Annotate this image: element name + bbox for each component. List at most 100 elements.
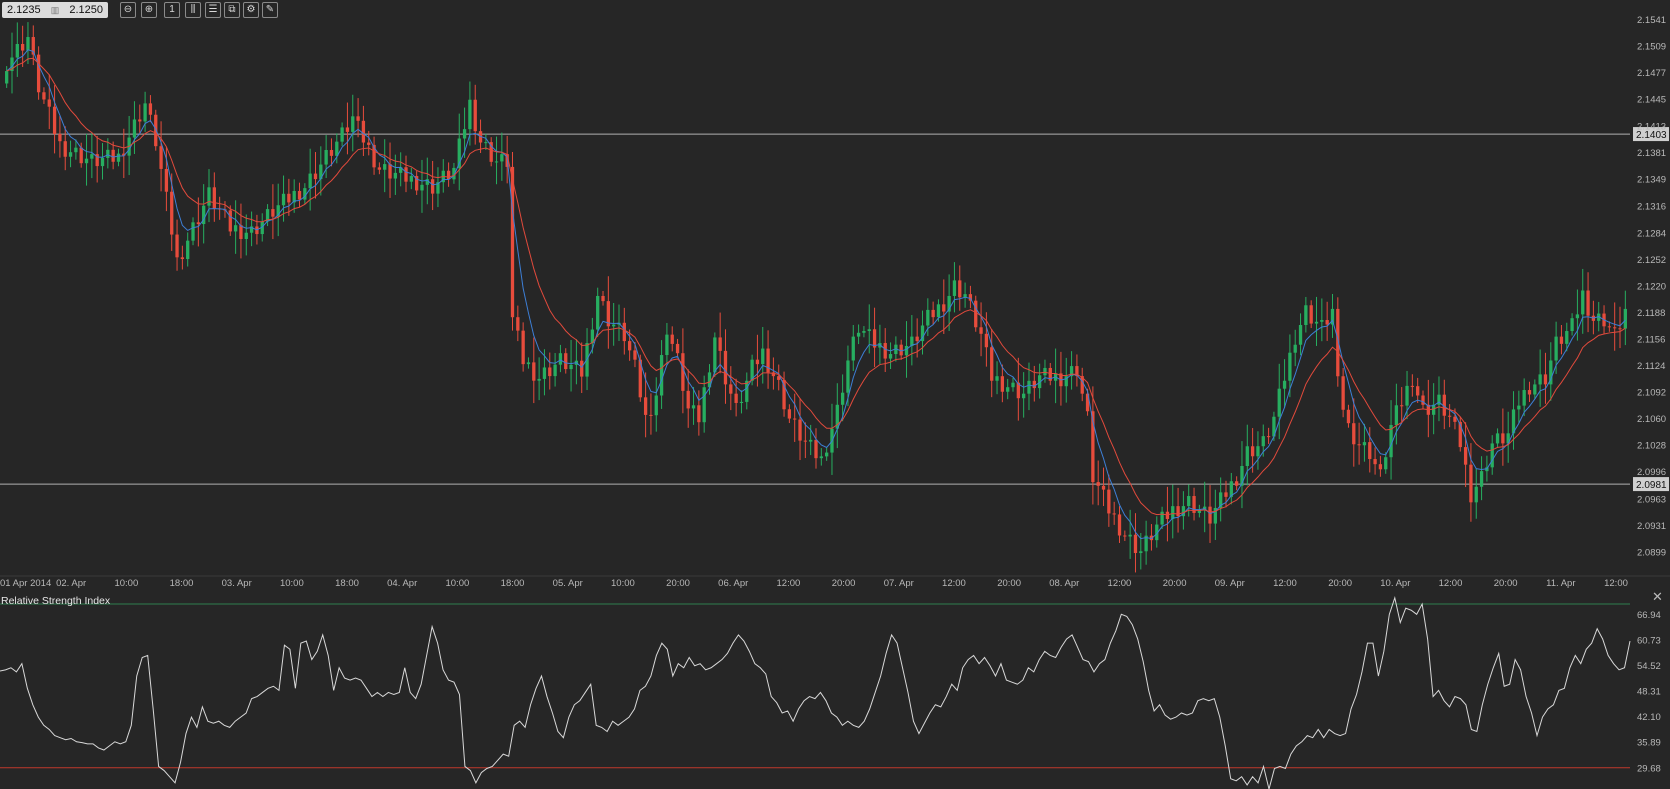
candle-body	[1128, 534, 1132, 537]
candle	[409, 167, 413, 190]
candle	[217, 196, 222, 220]
candle-body	[952, 280, 957, 296]
candle-body	[931, 309, 935, 318]
candle-body	[1064, 376, 1068, 387]
candle	[1027, 362, 1031, 411]
candle-body	[74, 147, 78, 153]
candle	[627, 329, 632, 361]
candle-body	[1266, 436, 1271, 438]
candle-body	[1517, 405, 1521, 410]
candle-body	[1219, 492, 1223, 508]
candle-body	[1330, 308, 1335, 325]
candle	[191, 217, 195, 246]
timeframe-button[interactable]: 1	[164, 2, 180, 18]
candle	[926, 298, 930, 336]
candle-body	[1458, 421, 1462, 448]
price-tick: 2.1092	[1637, 388, 1666, 399]
candle	[1362, 423, 1367, 462]
candle-body	[404, 167, 408, 182]
candle-body	[393, 172, 398, 179]
candlestick-button[interactable]: ⫼	[185, 2, 201, 18]
objects-button[interactable]: ⧉	[224, 2, 240, 18]
time-tick: 12:00	[942, 578, 966, 589]
candle-body	[963, 294, 967, 298]
candle	[1075, 354, 1079, 387]
candle	[532, 337, 536, 404]
candle	[968, 285, 973, 309]
time-tick: 20:00	[666, 578, 690, 589]
candle-body	[1037, 375, 1042, 389]
candle	[1304, 296, 1308, 333]
candle-body	[606, 301, 610, 327]
moving-average-slow	[6, 57, 1626, 516]
candle	[186, 232, 190, 267]
zoom-in-button[interactable]: ⊕	[141, 2, 157, 18]
candle-body	[383, 164, 387, 170]
settings-button[interactable]: ⚙	[243, 2, 259, 18]
candle	[36, 46, 41, 100]
candle	[494, 136, 499, 185]
candle	[1234, 476, 1239, 491]
candle-body	[723, 350, 728, 385]
candle-body	[1192, 496, 1196, 513]
candle-body	[1139, 551, 1143, 554]
candle	[617, 304, 621, 341]
candle	[1389, 400, 1393, 480]
candle	[287, 178, 291, 216]
candle	[1394, 383, 1399, 445]
candle-body	[1091, 411, 1095, 483]
candle	[798, 397, 802, 461]
candle	[122, 128, 126, 179]
candle-body	[1011, 382, 1015, 388]
candle-body	[26, 37, 30, 51]
candle	[249, 211, 254, 247]
candle-body	[1101, 485, 1106, 490]
indicators-button[interactable]: ☰	[205, 2, 221, 18]
candle	[68, 140, 73, 168]
candle-body	[1511, 409, 1516, 434]
candle-body	[430, 179, 435, 194]
close-icon[interactable]: ✕	[1652, 589, 1663, 604]
candle	[489, 137, 493, 167]
candle-body	[739, 401, 744, 403]
candle-body	[265, 209, 270, 222]
price-tick: 2.1349	[1637, 174, 1666, 185]
price-tick: 2.1156	[1637, 334, 1665, 345]
candle-body	[1389, 425, 1393, 458]
candle	[1314, 296, 1319, 346]
candle-body	[1176, 506, 1180, 517]
candle-body	[814, 439, 818, 459]
candle	[420, 159, 424, 213]
candle	[202, 184, 206, 244]
candle-body	[1613, 327, 1617, 329]
price-pane	[0, 22, 1630, 573]
time-tick: 10:00	[445, 578, 469, 589]
candle-body	[1533, 384, 1537, 395]
candle	[947, 274, 951, 331]
candle	[1006, 378, 1010, 400]
candle-body	[1112, 513, 1116, 515]
candle	[1250, 428, 1255, 473]
candle-body	[42, 92, 46, 100]
time-tick: 11. Apr	[1546, 578, 1575, 589]
candle	[361, 105, 366, 156]
candle	[1320, 298, 1324, 342]
candle-body	[1208, 506, 1212, 524]
candle-body	[175, 234, 179, 258]
candle	[1133, 513, 1138, 573]
candle-body	[1277, 388, 1281, 417]
price-tick: 2.1252	[1637, 255, 1666, 266]
level-tag-label: 2.0981	[1636, 480, 1667, 491]
draw-button[interactable]: ✎	[262, 2, 278, 18]
zoom-out-button[interactable]: ⊖	[120, 2, 136, 18]
candle-body	[835, 404, 839, 429]
candle	[1229, 472, 1233, 505]
candle-body	[5, 71, 9, 84]
candle	[1336, 297, 1340, 387]
candle-body	[862, 331, 866, 333]
candle-body	[1373, 459, 1377, 465]
candle-body	[819, 456, 823, 459]
candle	[26, 22, 30, 64]
candle	[963, 282, 967, 308]
